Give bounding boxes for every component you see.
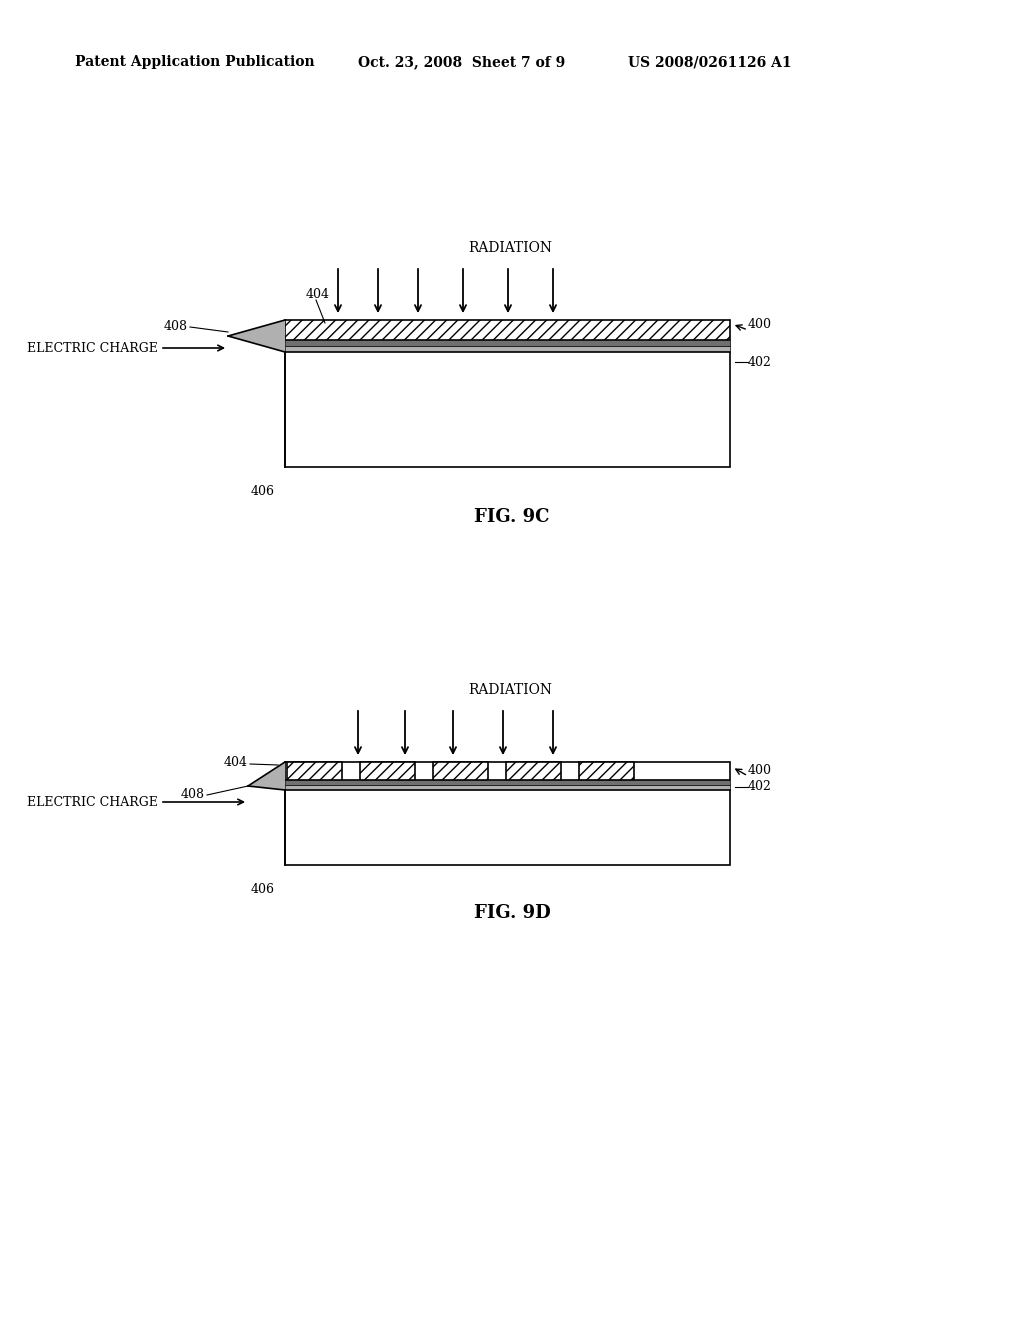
Text: 404: 404 [306,288,330,301]
Text: 400: 400 [748,318,772,330]
Text: 406: 406 [251,883,275,896]
Text: FIG. 9D: FIG. 9D [474,904,550,921]
Bar [285,352,730,467]
Text: 402: 402 [748,780,772,793]
Text: 400: 400 [748,763,772,776]
Bar [285,346,730,352]
Bar [285,762,730,780]
Text: Patent Application Publication: Patent Application Publication [75,55,314,69]
Bar [285,319,730,341]
Text: 402: 402 [748,355,772,368]
Bar [285,341,730,346]
Bar [433,762,488,780]
Text: 406: 406 [251,484,275,498]
Bar [287,762,342,780]
Bar [579,762,634,780]
Bar [285,780,730,785]
Bar [285,789,730,865]
Text: RADIATION: RADIATION [468,682,552,697]
Text: US 2008/0261126 A1: US 2008/0261126 A1 [628,55,792,69]
Text: FIG. 9C: FIG. 9C [474,508,550,525]
Text: RADIATION: RADIATION [468,242,552,255]
Text: 408: 408 [164,319,188,333]
Text: Oct. 23, 2008  Sheet 7 of 9: Oct. 23, 2008 Sheet 7 of 9 [358,55,565,69]
Polygon shape [248,762,285,789]
Polygon shape [228,319,285,352]
Text: 404: 404 [224,755,248,768]
Text: 408: 408 [181,788,205,801]
Bar [506,762,561,780]
Text: ELECTRIC CHARGE: ELECTRIC CHARGE [27,796,158,808]
Bar [285,785,730,789]
Text: ELECTRIC CHARGE: ELECTRIC CHARGE [27,342,158,355]
Bar [360,762,415,780]
